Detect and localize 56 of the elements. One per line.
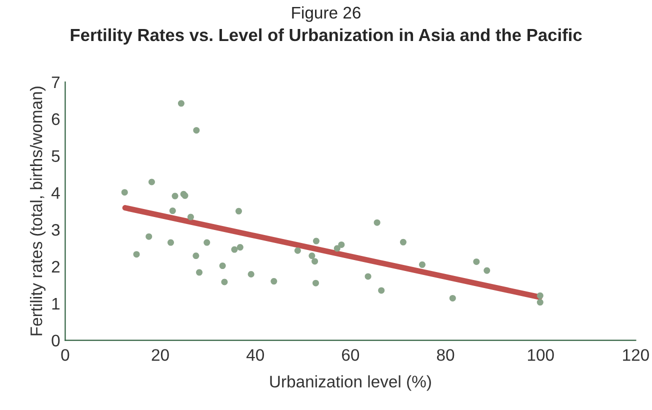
y-tick-label: 3 xyxy=(52,224,60,236)
x-tick-label: 120 xyxy=(623,349,649,361)
point xyxy=(338,241,345,248)
y-tick-label: 7 xyxy=(52,76,60,88)
x-axis-title: Urbanization level (%) xyxy=(270,375,431,391)
point xyxy=(294,247,301,254)
point xyxy=(178,100,184,107)
point xyxy=(133,251,140,258)
point xyxy=(231,246,238,253)
point xyxy=(536,299,544,306)
y-axis-title: Fertility rates (total, births/woman) xyxy=(30,86,46,336)
point xyxy=(400,238,406,246)
y-tick-label: 6 xyxy=(52,113,60,126)
point xyxy=(308,252,316,260)
point xyxy=(236,244,244,251)
y-tick-label: 5 xyxy=(52,150,60,162)
y-tick-label: 2 xyxy=(52,260,60,273)
point xyxy=(378,287,385,294)
chart-title: Fertility Rates vs. Level of Urbanization in Asia and the Pacific xyxy=(70,28,582,45)
x-tick-label: 100 xyxy=(528,349,554,361)
point xyxy=(172,192,178,200)
point xyxy=(473,258,480,265)
point xyxy=(204,239,210,246)
point xyxy=(235,208,242,214)
point xyxy=(193,127,200,134)
point xyxy=(364,273,372,280)
point xyxy=(148,178,155,186)
point xyxy=(536,292,544,299)
point xyxy=(484,267,490,274)
point xyxy=(418,261,426,268)
x-tick-label: 80 xyxy=(436,349,454,361)
point xyxy=(121,189,128,196)
point xyxy=(219,262,226,270)
chart-subtitle: Figure 26 xyxy=(292,6,360,22)
point xyxy=(374,219,380,226)
point xyxy=(248,270,254,278)
point xyxy=(334,245,340,252)
point xyxy=(192,252,200,260)
x-tick-label: 40 xyxy=(246,349,264,361)
point xyxy=(312,258,318,265)
x-tick-label: 60 xyxy=(342,349,360,361)
point xyxy=(312,238,320,244)
point xyxy=(312,280,319,286)
x-tick-label: 20 xyxy=(152,349,169,361)
point xyxy=(187,214,194,220)
x-tick-label: 0 xyxy=(61,349,70,361)
point xyxy=(146,233,152,240)
point xyxy=(167,239,174,246)
y-tick-label: 1 xyxy=(52,298,60,310)
y-tick-label: 0 xyxy=(52,334,60,347)
y-tick-label: 4 xyxy=(51,187,60,199)
point xyxy=(196,269,203,276)
point xyxy=(169,208,176,214)
point xyxy=(449,294,456,302)
point xyxy=(270,278,278,285)
point xyxy=(221,278,228,286)
